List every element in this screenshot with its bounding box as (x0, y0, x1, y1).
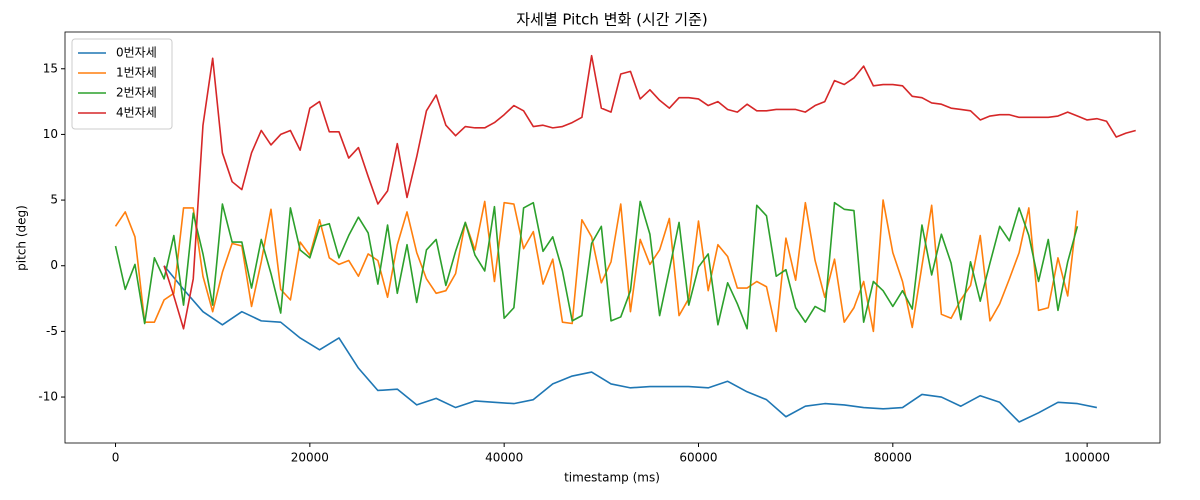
x-tick-label: 100000 (1064, 451, 1110, 465)
series-line (163, 265, 1098, 423)
y-tick-label: 10 (43, 127, 58, 141)
y-tick-label: -5 (46, 324, 58, 338)
legend-label: 4번자세 (116, 106, 157, 120)
x-tick-label: 0 (112, 451, 120, 465)
y-tick-label: 0 (50, 258, 58, 272)
x-tick-label: 40000 (485, 451, 523, 465)
legend-label: 1번자세 (116, 66, 157, 80)
y-tick-label: 5 (50, 193, 58, 207)
series-line (114, 200, 1079, 330)
plot-frame (64, 31, 1161, 444)
series-line (114, 199, 1079, 333)
legend-label: 2번자세 (116, 86, 157, 100)
x-axis-label: timestamp (ms) (564, 471, 660, 485)
chart-title: 자세별 Pitch 변화 (시간 기준) (516, 11, 708, 29)
series-line (163, 54, 1136, 330)
legend-box (71, 38, 173, 130)
legend: 0번자세 1번자세 2번자세 4번자세 (71, 38, 173, 130)
x-tick-label: 60000 (679, 451, 717, 465)
y-axis-label: pitch (deg) (15, 205, 29, 271)
x-tick-label: 20000 (291, 451, 329, 465)
x-tick-label: 80000 (874, 451, 912, 465)
legend-label: 0번자세 (116, 46, 157, 60)
y-tick-label: -10 (38, 390, 58, 404)
y-tick-label: 15 (43, 61, 58, 75)
